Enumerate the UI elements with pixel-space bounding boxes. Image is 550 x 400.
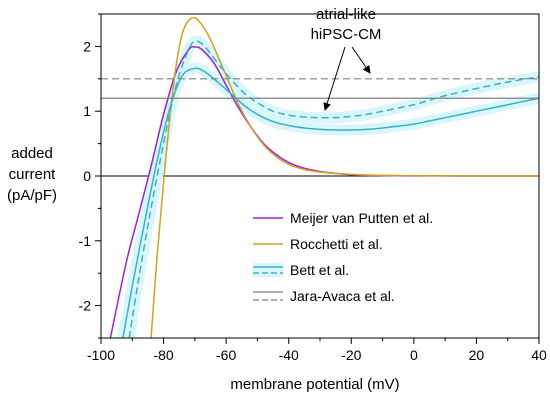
x-tick-label: 40 — [531, 347, 547, 363]
legend-item: Rocchetti et al. — [253, 236, 383, 252]
legend-label: Jara-Avaca et al. — [290, 288, 395, 304]
y-axis-title-line-2: current — [9, 166, 57, 183]
x-tick-label: -80 — [153, 347, 173, 363]
x-axis-title: membrane potential (mV) — [230, 376, 399, 393]
y-axis: -2 -1 0 1 2 — [79, 13, 101, 339]
annotation-line-1: atrial-like — [316, 6, 376, 23]
y-tick-label: 2 — [83, 38, 91, 54]
x-tick-label: -60 — [216, 347, 236, 363]
x-tick-label: -100 — [87, 347, 115, 363]
x-tick-label: -20 — [341, 347, 361, 363]
y-axis-title-line-1: added — [11, 145, 53, 162]
legend-item: Bett et al. — [253, 262, 349, 278]
x-tick-label: -40 — [279, 347, 299, 363]
x-tick-label: 0 — [410, 347, 418, 363]
legend-label: Meijer van Putten et al. — [290, 210, 433, 226]
x-tick-label: 20 — [469, 347, 485, 363]
annotation-arrows — [323, 46, 371, 111]
y-tick-label: -1 — [79, 233, 92, 249]
series-line-1 — [150, 16, 539, 338]
legend-label: Rocchetti et al. — [290, 236, 383, 252]
annotation-line-2: hiPSC-CM — [311, 26, 382, 43]
series-line-2 — [122, 67, 539, 338]
y-tick-label: -2 — [79, 298, 92, 314]
y-tick-label: 1 — [83, 103, 91, 119]
annotation-arrow-jara — [351, 46, 371, 74]
plot-area — [101, 16, 539, 338]
legend-swatch-band — [253, 263, 283, 277]
y-axis-title-line-3: (pA/pF) — [7, 187, 57, 204]
y-tick-label: 0 — [83, 168, 91, 184]
series-line-3 — [128, 40, 539, 338]
legend-item: Meijer van Putten et al. — [253, 210, 433, 226]
legend-label: Bett et al. — [290, 262, 349, 278]
x-axis: -100 -80 -60 -40 -20 0 20 40 — [87, 338, 547, 363]
annotation-arrow-bett — [323, 46, 346, 111]
legend: Meijer van Putten et al. Rocchetti et al.… — [253, 210, 433, 304]
legend-item: Jara-Avaca et al. — [253, 288, 395, 304]
